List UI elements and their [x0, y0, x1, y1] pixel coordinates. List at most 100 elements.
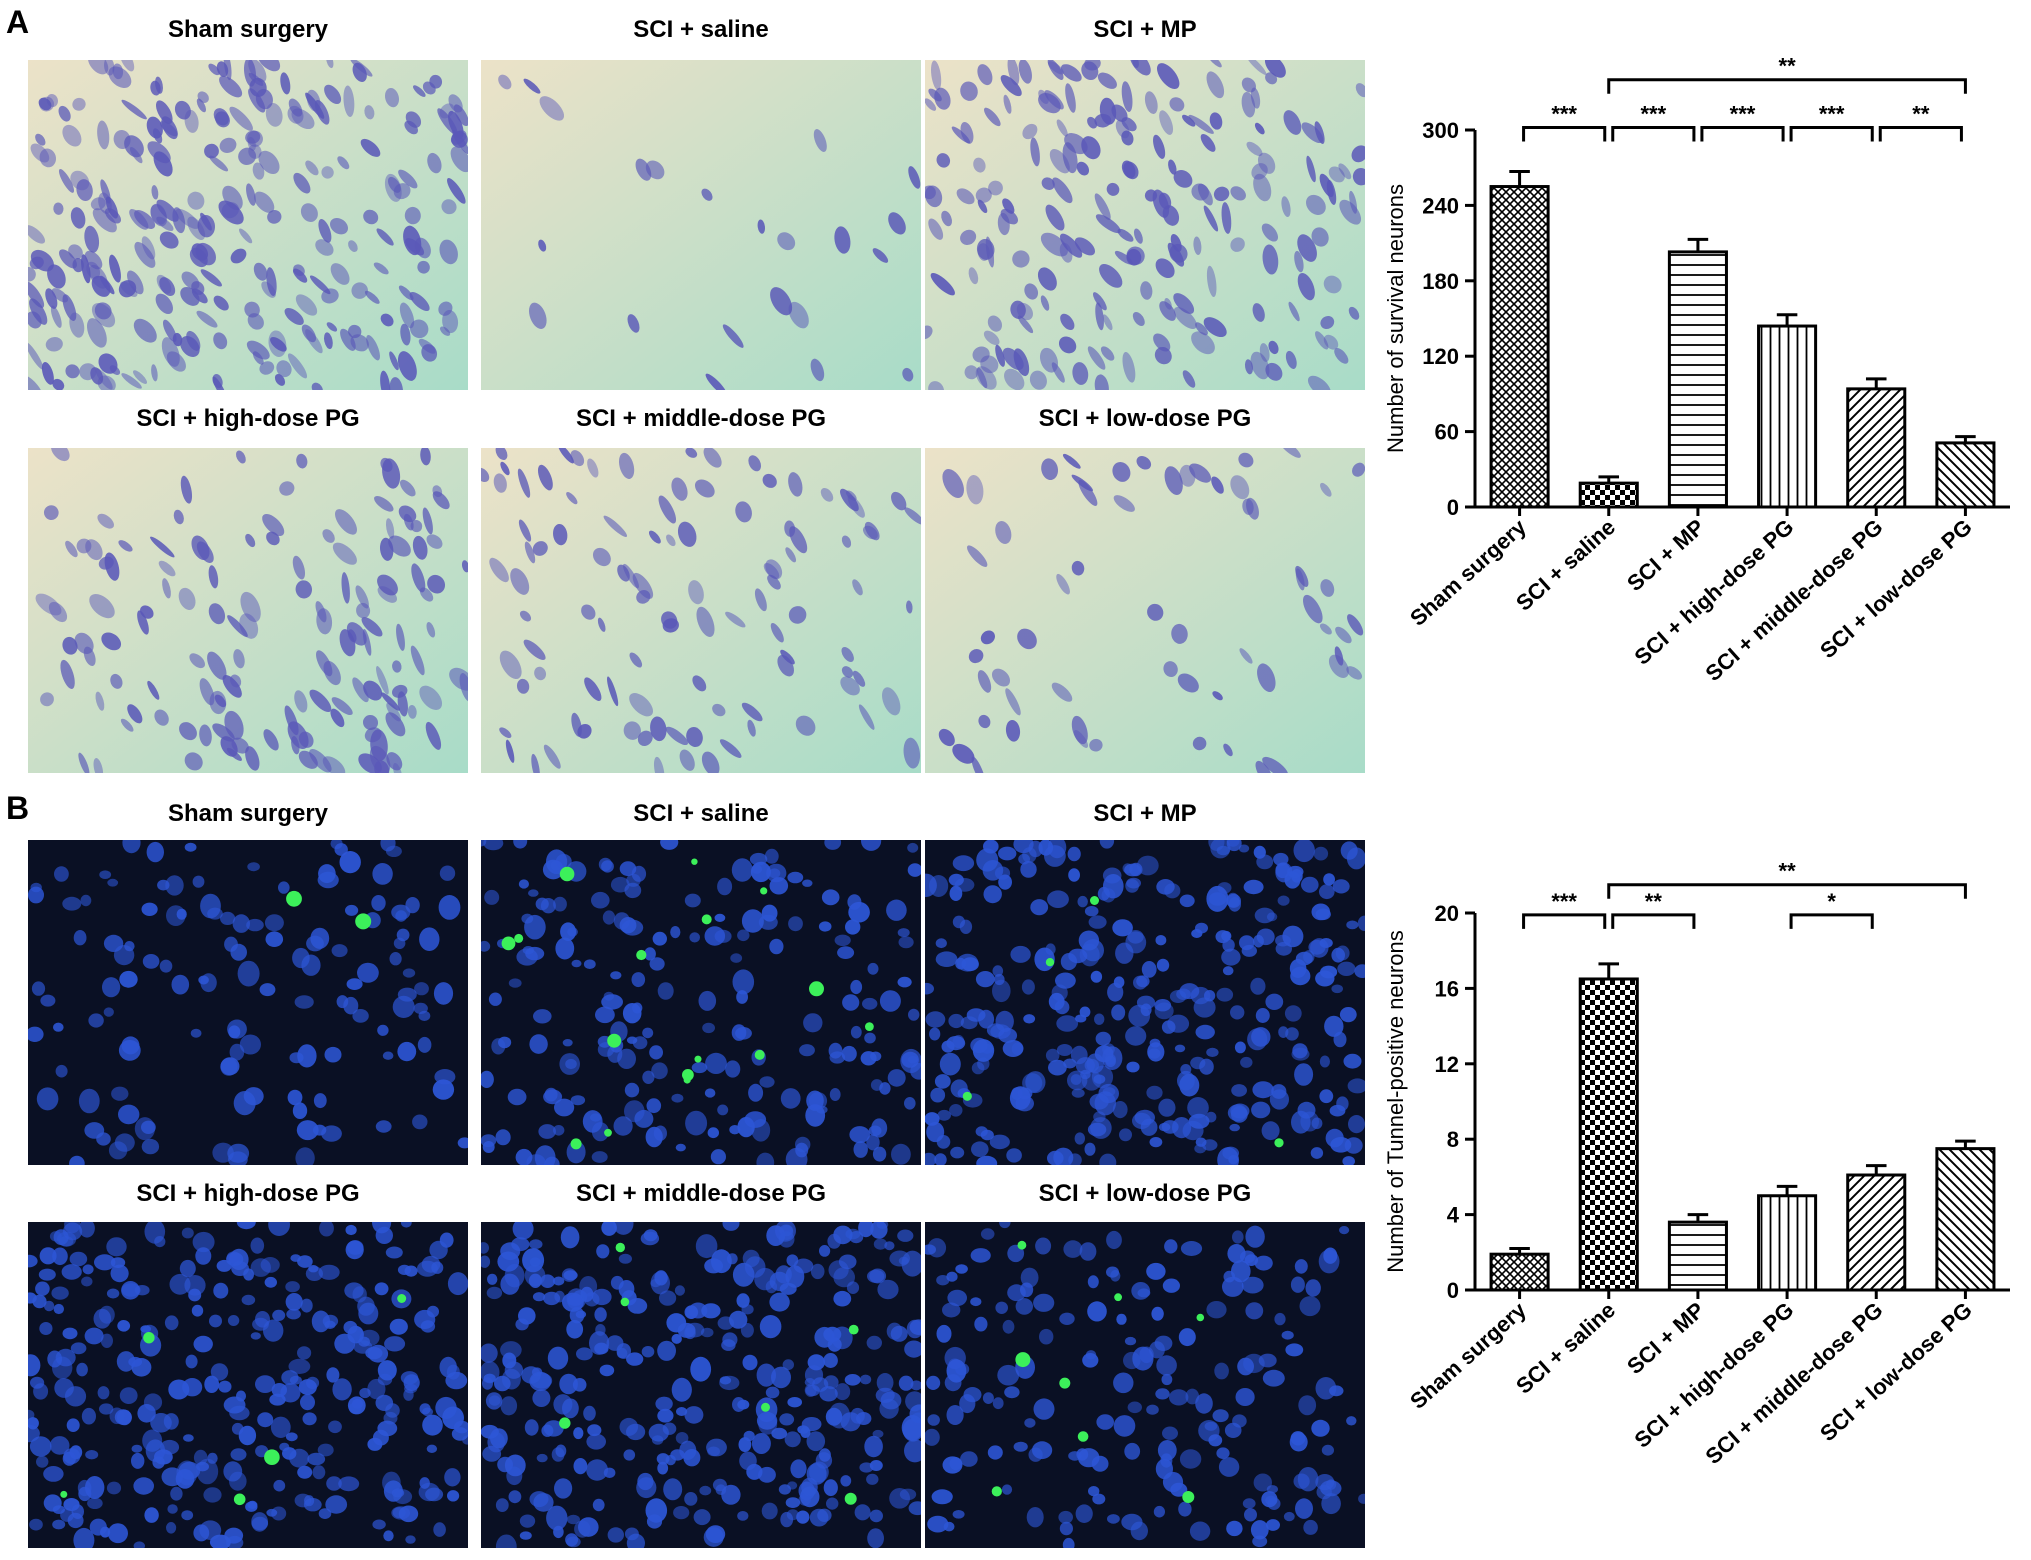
nucleus — [751, 1433, 771, 1454]
nucleus — [850, 1025, 862, 1039]
neuron-cell — [930, 273, 955, 296]
neuron-cell — [1056, 119, 1068, 137]
nucleus — [766, 863, 787, 883]
x-tick-label: SCI + middle-dose PG — [1701, 1297, 1888, 1469]
nucleus — [252, 1317, 269, 1331]
nucleus — [1291, 869, 1303, 883]
neuron-cell — [174, 100, 191, 120]
nucleus — [1055, 972, 1076, 989]
nucleus — [1339, 1007, 1357, 1023]
neuron-cell — [65, 364, 80, 379]
nucleus — [1323, 873, 1335, 886]
nucleus — [684, 1406, 704, 1424]
nucleus — [352, 1009, 369, 1023]
nucleus — [824, 840, 842, 850]
nucleus — [1056, 1044, 1073, 1056]
nucleus — [1358, 1493, 1365, 1504]
nucleus — [719, 1375, 740, 1391]
nucleus — [184, 842, 197, 852]
nucleus — [1194, 1143, 1207, 1154]
nucleus — [1243, 879, 1264, 895]
significance-label: *** — [1551, 889, 1577, 914]
neuron-cell — [701, 188, 713, 201]
significance-bracket — [1607, 883, 1967, 899]
nucleus — [1214, 1362, 1229, 1380]
nucleus — [1178, 1328, 1196, 1347]
nucleus — [1242, 1498, 1256, 1509]
nucleus — [1226, 840, 1240, 847]
neuron-cell — [93, 758, 104, 773]
neuron-cell — [330, 263, 350, 285]
micrograph-tunel-sham — [28, 840, 468, 1165]
tunel-positive-cell — [264, 1449, 280, 1465]
neuron-cell — [439, 239, 458, 265]
nucleus — [670, 926, 681, 939]
nucleus — [787, 1397, 802, 1408]
neuron-cell — [1012, 250, 1030, 268]
nucleus — [1297, 1467, 1319, 1492]
nucleus — [1132, 1112, 1152, 1129]
nucleus — [926, 1375, 941, 1390]
nucleus — [300, 1298, 313, 1313]
neuron-cell — [696, 606, 715, 637]
nucleus — [1310, 1147, 1324, 1159]
neuron-cell — [48, 601, 68, 623]
nucleus — [740, 1323, 754, 1338]
nucleus — [1153, 1505, 1165, 1518]
neuron-cell — [841, 666, 854, 678]
nucleus — [330, 840, 343, 850]
nucleus — [737, 1511, 749, 1521]
nucleus — [1157, 1440, 1177, 1461]
nucleus — [732, 969, 755, 995]
tunel-positive-cell — [233, 1493, 246, 1506]
nucleus — [1354, 964, 1365, 978]
neuron-cell — [1097, 72, 1117, 89]
nucleus — [1308, 939, 1326, 955]
nucleus — [281, 1370, 299, 1385]
nucleus — [167, 1504, 178, 1514]
tunel-positive-cell — [991, 1486, 1002, 1497]
nucleus — [532, 1292, 546, 1302]
nucleus — [1261, 1121, 1280, 1141]
neuron-cell — [499, 650, 522, 680]
tunel-positive-cell — [636, 949, 647, 961]
neuron-cell — [648, 530, 661, 544]
tunel-positive-cell — [615, 1242, 625, 1253]
nucleus — [1336, 1096, 1349, 1111]
neuron-cell — [150, 536, 175, 558]
nucleus — [1161, 1373, 1173, 1386]
nucleus — [775, 1265, 792, 1284]
nucleus — [79, 1222, 95, 1238]
neuron-cell — [386, 702, 401, 722]
neuron-cell — [389, 351, 399, 371]
nucleus — [185, 1354, 198, 1369]
nucleus — [297, 1346, 312, 1360]
nucleus — [1013, 1441, 1028, 1452]
nucleus — [103, 934, 124, 952]
nucleus — [758, 1413, 778, 1435]
neuron-cell — [539, 96, 565, 121]
tunel-positive-cell — [754, 1049, 765, 1060]
nucleus — [877, 1279, 899, 1300]
nucleus — [554, 1098, 575, 1117]
nucleus — [1158, 1122, 1171, 1132]
nucleus — [649, 957, 665, 971]
micrograph-title: Sham surgery — [167, 16, 329, 43]
neuron-cell — [252, 162, 265, 180]
neuron-cell — [1307, 375, 1331, 390]
nucleus — [1074, 1132, 1085, 1145]
nucleus — [116, 1351, 136, 1372]
neuron-cell — [40, 692, 54, 707]
nucleus — [1071, 1088, 1085, 1098]
neuron-cell — [1153, 134, 1166, 159]
tunel-positive-cell — [701, 914, 712, 925]
nucleus — [769, 1292, 790, 1312]
neuron-cell — [1173, 306, 1197, 330]
neuron-cell — [928, 381, 945, 390]
neuron-cell — [196, 98, 207, 113]
neuron-cell — [1084, 60, 1101, 71]
nucleus — [616, 1347, 628, 1359]
nucleus — [389, 952, 402, 966]
nucleus — [683, 1449, 701, 1467]
nucleus — [43, 1494, 62, 1512]
